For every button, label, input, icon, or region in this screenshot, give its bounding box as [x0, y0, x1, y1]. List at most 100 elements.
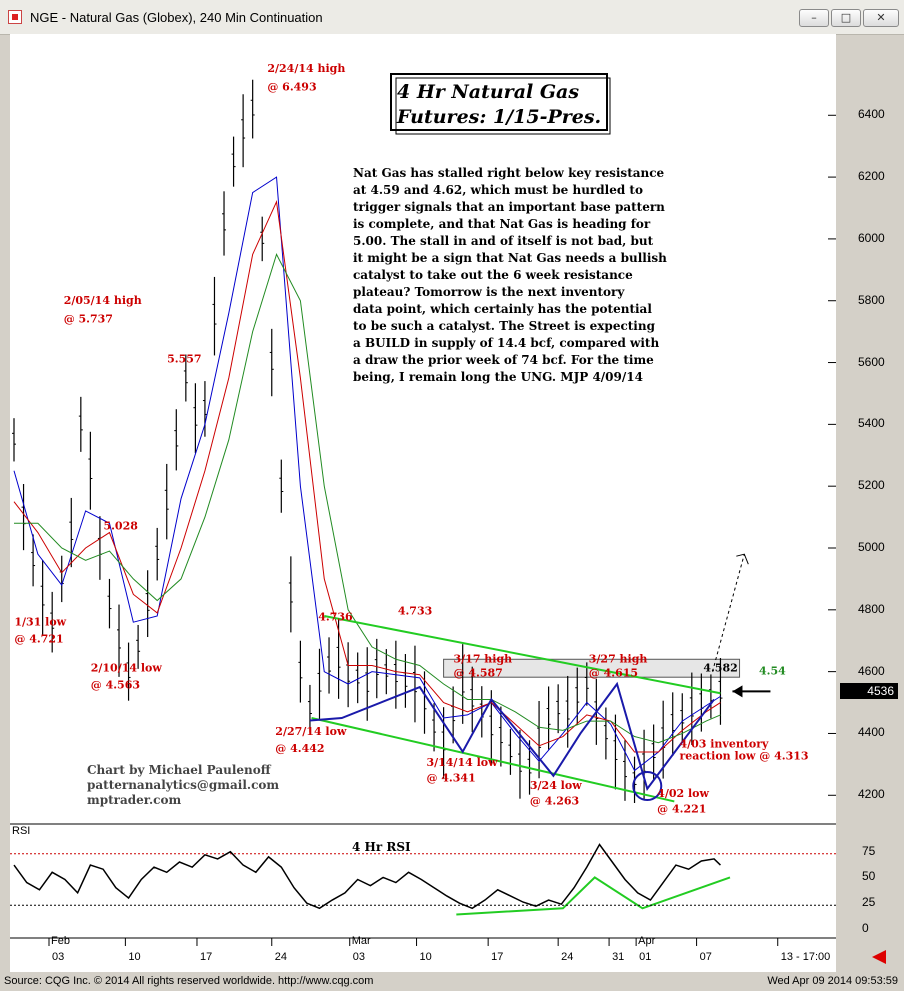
price-annotation: 4.54	[759, 665, 786, 678]
time-tick-label: 13 - 17:00	[781, 951, 831, 963]
close-icon: ✕	[876, 11, 886, 24]
price-annotation: @ 4.341	[426, 771, 475, 784]
price-tick-label: 5800	[858, 292, 885, 307]
cqg-app-icon	[8, 10, 22, 24]
author-credit: Chart by Michael Paulenoff	[87, 763, 272, 777]
price-tick-label: 6200	[858, 169, 885, 184]
commentary-line: plateau? Tomorrow is the next inventory	[353, 285, 625, 299]
price-annotation: @ 4.563	[91, 679, 140, 692]
commentary-line: it might be a sign that Nat Gas needs a …	[353, 251, 667, 265]
commentary-line: 5.00. The stall in and of itself is not …	[353, 234, 654, 248]
price-annotation: @ 5.737	[64, 312, 113, 325]
maximize-button[interactable]: □	[831, 9, 861, 27]
close-button[interactable]: ✕	[863, 9, 899, 27]
price-tick-label: 4200	[858, 787, 885, 802]
commentary-line: trigger signals that an important base p…	[353, 200, 665, 214]
rsi-tick-label: 75	[862, 843, 876, 858]
price-chart[interactable]: 4 Hr Natural Gas Futures: 1/15-Pres. Nat G…	[10, 34, 836, 972]
commentary-line: is complete, and that Nat Gas is heading…	[353, 217, 651, 231]
time-tick-label: 01	[639, 951, 651, 963]
price-annotation: @ 6.493	[267, 81, 316, 94]
window-title: NGE - Natural Gas (Globex), 240 Min Cont…	[30, 10, 323, 25]
commentary-line: data point, which certainly has the pote…	[353, 302, 652, 316]
time-tick-label: 03	[353, 951, 365, 963]
price-annotation: 2/05/14 high	[64, 294, 142, 307]
price-annotation: 3/17 high	[454, 652, 513, 665]
moving-average-line	[13, 176, 721, 772]
price-annotation: 5.557	[167, 353, 201, 366]
author-credit: patternanalytics@gmail.com	[87, 778, 279, 792]
price-tick-label: 5400	[858, 416, 885, 431]
source-credit: Source: CQG Inc. © 2014 All rights reser…	[4, 975, 374, 987]
price-annotation: 4.736	[318, 611, 353, 624]
author-credit: mptrader.com	[87, 793, 181, 807]
price-tick-label: 6000	[858, 230, 885, 245]
price-annotation: @ 4.221	[657, 802, 706, 815]
price-tick-label: 4800	[858, 601, 885, 616]
price-annotation: 3/24 low	[530, 779, 582, 792]
status-timestamp: Wed Apr 09 2014 09:53:59	[767, 975, 898, 987]
price-annotation: 2/24/14 high	[267, 62, 345, 75]
price-tick-label: 5000	[858, 540, 885, 554]
rsi-tick-label: 25	[862, 895, 876, 910]
price-annotation: @ 4.615	[589, 666, 638, 679]
rsi-tick-label: 50	[862, 869, 876, 884]
commentary-line: to be such a catalyst. The Street is exp…	[353, 319, 656, 333]
trend-line	[311, 717, 675, 803]
rsi-trend-line	[456, 876, 731, 916]
scroll-left-icon[interactable]	[872, 950, 886, 964]
time-tick-label: 07	[700, 951, 712, 963]
month-label: Mar	[352, 935, 371, 947]
maximize-icon: □	[840, 11, 852, 24]
current-price-arrowhead	[732, 685, 743, 698]
price-annotation: 4/03 inventory	[679, 737, 769, 750]
price-annotation: 1/31 low	[14, 615, 66, 628]
price-annotation: 4.733	[398, 604, 432, 617]
projection-line	[712, 554, 745, 672]
time-tick-label: 10	[128, 951, 140, 963]
rsi-tick-label: 0	[862, 920, 869, 935]
projection-arrowhead	[736, 553, 749, 565]
rsi-title: 4 Hr RSI	[352, 840, 411, 854]
time-tick-label: 24	[561, 951, 573, 963]
low-highlight-circle	[632, 771, 663, 801]
time-tick-label: 31	[612, 951, 624, 963]
price-tick-label: 6400	[858, 107, 885, 122]
rsi-panel-label: RSI	[12, 825, 30, 837]
time-tick-label: 17	[200, 951, 212, 963]
month-label: Feb	[51, 935, 70, 947]
time-tick-label: 17	[491, 951, 503, 963]
heading-box	[390, 73, 608, 131]
price-annotation: 4.582	[703, 662, 737, 675]
price-tick-label: 5200	[858, 478, 885, 493]
minimize-button[interactable]: –	[799, 9, 829, 27]
month-label: Apr	[638, 935, 655, 947]
chart-area[interactable]: 4 Hr Natural Gas Futures: 1/15-Pres. Nat G…	[10, 34, 836, 972]
chart-heading-dates: Futures: 1/15-Pres.	[396, 106, 601, 128]
heading-box-shadow	[395, 77, 611, 135]
rsi-line	[13, 843, 721, 910]
price-annotation: @ 4.721	[14, 632, 63, 645]
status-bar: Source: CQG Inc. © 2014 All rights reser…	[0, 972, 904, 991]
price-annotation: @ 4.442	[275, 742, 324, 755]
price-annotation: @ 4.263	[530, 795, 579, 808]
commentary-line: catalyst to take out the 6 week resistan…	[353, 268, 633, 282]
price-annotation: 5.028	[103, 519, 138, 532]
commentary-line: a draw the prior week of 74 bcf. For the…	[353, 353, 654, 367]
price-annotation: 2/10/14 low	[91, 662, 163, 675]
price-tick-label: 4400	[858, 725, 885, 740]
trend-line	[324, 615, 721, 695]
commentary-line: Nat Gas has stalled right below key resi…	[353, 166, 665, 180]
time-tick-label: 24	[275, 951, 287, 963]
commentary-line: at 4.59 and 4.62, which must be hurdled …	[353, 183, 643, 197]
commentary-line: a BUILD in supply of 14.4 bcf, compared …	[353, 336, 659, 350]
window-titlebar: NGE - Natural Gas (Globex), 240 Min Cont…	[0, 0, 904, 35]
price-tick-label: 4600	[858, 663, 885, 678]
moving-average-line	[14, 253, 721, 744]
last-price-badge: 4536	[840, 683, 898, 700]
price-annotation: 4/02 low	[657, 787, 709, 800]
price-annotation: 3/27 high	[589, 652, 648, 665]
time-tick-label: 03	[52, 951, 64, 963]
trend-line	[309, 681, 715, 791]
time-tick-label: 10	[420, 951, 432, 963]
